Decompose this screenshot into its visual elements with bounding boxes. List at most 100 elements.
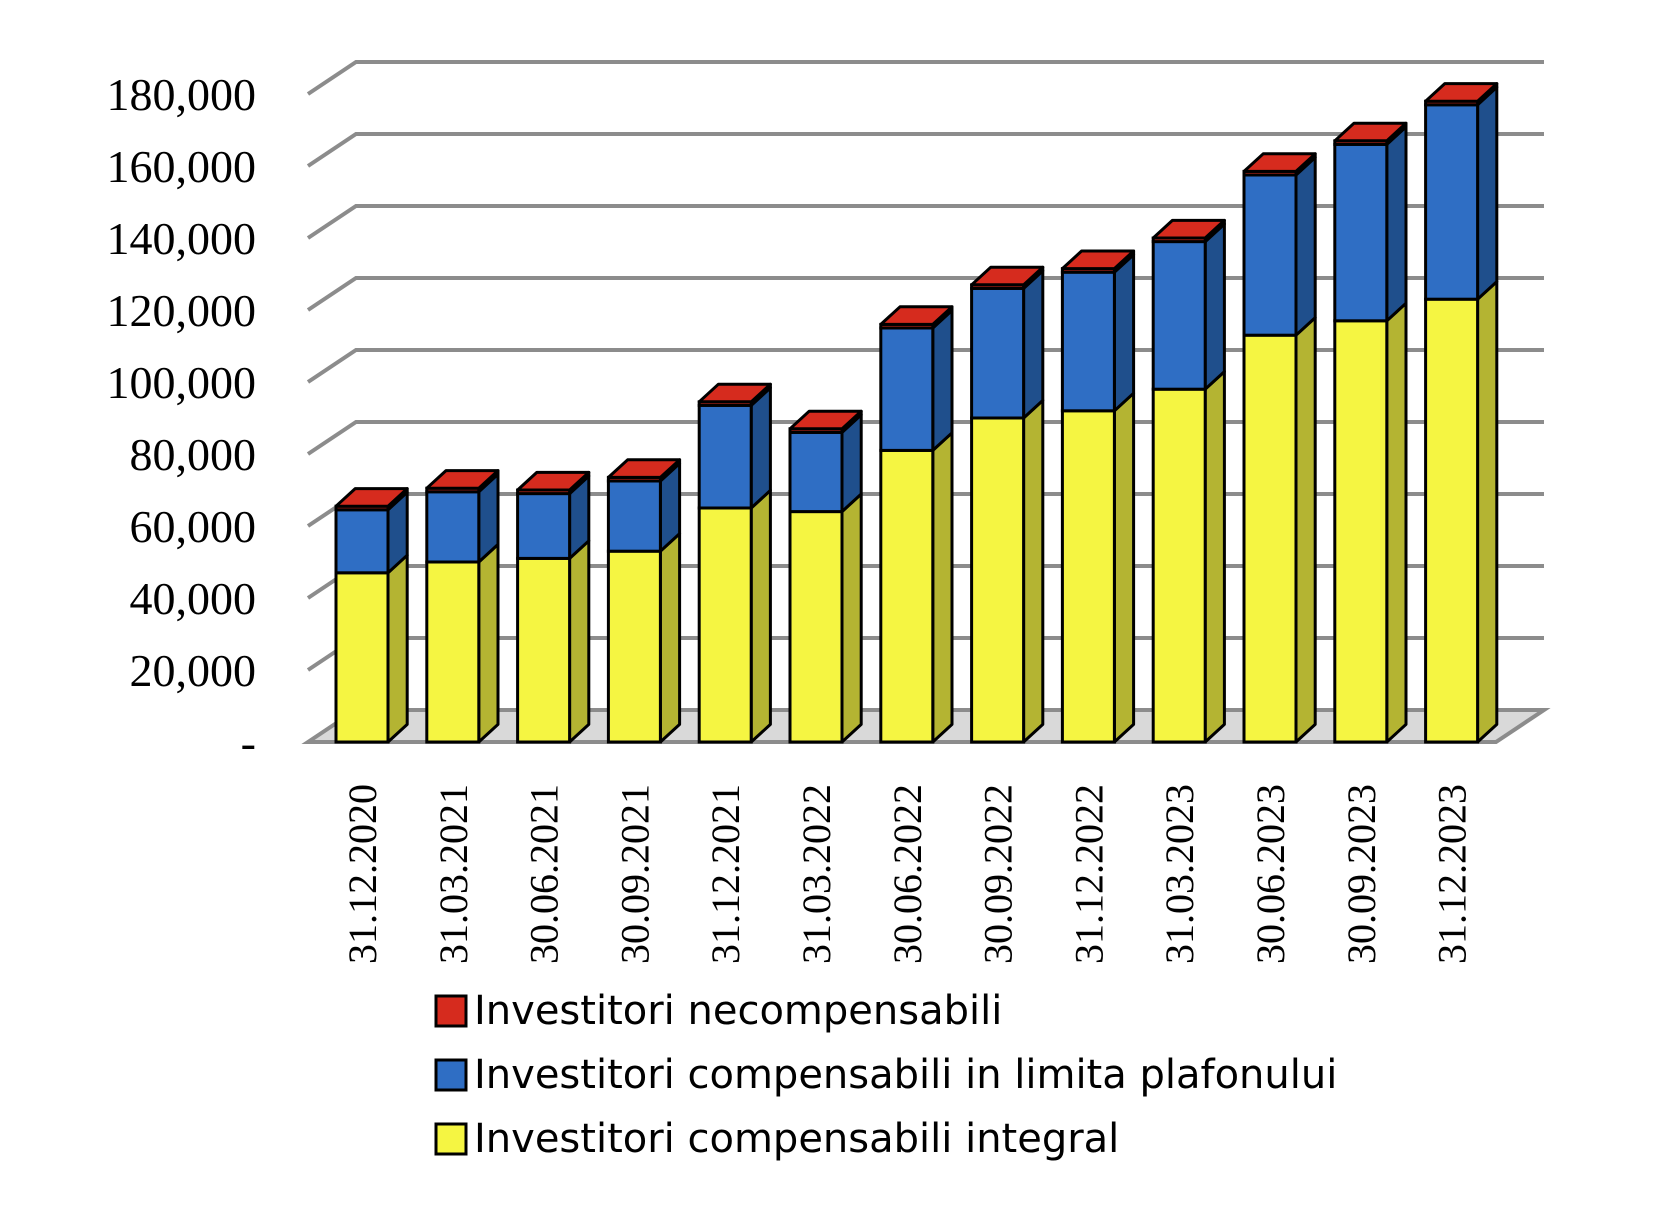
bar-segment bbox=[970, 416, 1026, 744]
legend-label: Investitori compensabili in limita plafo… bbox=[474, 1052, 1337, 1098]
bar-segment-side bbox=[1294, 316, 1317, 744]
bar-segment-side bbox=[1476, 85, 1499, 301]
bar-segment-side bbox=[1203, 370, 1226, 744]
bar-segment bbox=[1242, 173, 1298, 337]
x-axis: 31.12.2020 31.03.2021 30.06.2021 30.09.2021… bbox=[340, 784, 1475, 964]
y-tick-label: 100,000 bbox=[107, 357, 257, 408]
bar-segment-side bbox=[1112, 253, 1136, 413]
bar-segment-side bbox=[749, 488, 772, 744]
bar-segment-side bbox=[1022, 398, 1045, 744]
bar-segment bbox=[788, 510, 844, 744]
y-tick-label: 160,000 bbox=[107, 141, 257, 192]
bar-segment bbox=[334, 508, 390, 575]
bar-segment bbox=[425, 560, 481, 744]
bar-segment bbox=[334, 571, 390, 744]
bar-segment bbox=[879, 448, 935, 744]
bar-segment bbox=[1333, 319, 1389, 744]
bar-stack bbox=[606, 458, 682, 744]
bar-segment bbox=[606, 479, 662, 553]
x-tick-label: 30.06.2023 bbox=[1248, 784, 1293, 964]
gridlines bbox=[306, 60, 1544, 672]
x-tick-label: 31.03.2023 bbox=[1157, 784, 1202, 964]
bar-segment-side bbox=[658, 532, 682, 744]
bar-segment bbox=[516, 556, 572, 744]
y-tick-label: 60,000 bbox=[130, 501, 257, 552]
bar-segment-side bbox=[1112, 391, 1136, 744]
x-tick-label: 30.09.2021 bbox=[612, 784, 657, 964]
bar-segment-side bbox=[1022, 269, 1045, 420]
bar-segment bbox=[516, 492, 572, 560]
bar-stack bbox=[697, 382, 772, 744]
bar-stack bbox=[1151, 218, 1226, 744]
legend: Investitori necompensabili Investitori co… bbox=[434, 988, 1337, 1162]
bar-segment-side bbox=[931, 431, 954, 744]
y-tick-label: 20,000 bbox=[130, 645, 257, 696]
bar-segment-top bbox=[1060, 249, 1136, 271]
bar-segment bbox=[697, 506, 753, 744]
bar-segment-side bbox=[386, 553, 409, 744]
bar-segment bbox=[788, 430, 844, 514]
legend-item: Investitori compensabili in limita plafo… bbox=[434, 1052, 1337, 1098]
bar-segment bbox=[970, 286, 1026, 420]
bar-segment-top bbox=[1151, 218, 1226, 240]
bar-segment-side bbox=[840, 492, 863, 744]
legend-label: Investitori necompensabili bbox=[474, 988, 1002, 1034]
bar-segment-side bbox=[568, 539, 591, 744]
x-tick-label: 31.03.2021 bbox=[431, 784, 476, 964]
x-tick-label: 30.09.2022 bbox=[976, 784, 1021, 964]
bar-segment-side bbox=[1385, 301, 1408, 744]
bar-segment-top bbox=[1424, 82, 1499, 103]
bar-segment bbox=[1333, 142, 1389, 323]
bar-stack bbox=[334, 487, 409, 744]
bar-segment bbox=[1060, 270, 1116, 413]
bar-stack bbox=[1060, 249, 1136, 744]
bar-segment-top bbox=[1242, 152, 1317, 173]
legend-swatch bbox=[434, 1058, 468, 1092]
bar-stack bbox=[788, 409, 863, 744]
legend-label: Investitori compensabili integral bbox=[474, 1116, 1119, 1162]
bar-segment-top bbox=[788, 409, 863, 431]
y-tick-label: 80,000 bbox=[130, 429, 257, 480]
bar-segment bbox=[879, 326, 935, 452]
x-tick-label: 31.03.2022 bbox=[794, 784, 839, 964]
x-tick-label: 31.12.2021 bbox=[703, 784, 748, 964]
bar-segment-side bbox=[931, 308, 954, 452]
bar-segment-top bbox=[879, 305, 954, 326]
y-tick-label: 40,000 bbox=[130, 573, 257, 624]
legend-swatch bbox=[434, 1122, 468, 1156]
gridline bbox=[306, 132, 1544, 168]
y-axis: - 20,000 40,000 60,000 80,000 100,000 120,000 1… bbox=[107, 69, 257, 768]
bar-segment-top bbox=[516, 470, 591, 492]
gridline bbox=[306, 204, 1544, 240]
bar-segment-top bbox=[970, 265, 1045, 287]
bar-segment-side bbox=[1385, 125, 1408, 323]
bar-segment-top bbox=[606, 458, 682, 479]
y-tick-label: 180,000 bbox=[107, 69, 257, 120]
bar-segment-side bbox=[1203, 222, 1226, 391]
x-tick-label: 30.06.2022 bbox=[885, 784, 930, 964]
legend-item: Investitori necompensabili bbox=[434, 988, 1002, 1034]
bar-segment bbox=[1151, 387, 1207, 744]
x-tick-label: 31.12.2020 bbox=[340, 784, 385, 964]
bar-stack bbox=[1333, 121, 1408, 744]
bar-stack bbox=[1242, 152, 1317, 744]
bar-segment bbox=[425, 490, 481, 564]
bar-stack bbox=[1424, 82, 1499, 744]
bar-stack bbox=[879, 305, 954, 744]
bar-segment bbox=[1424, 103, 1480, 301]
bar-segment-top bbox=[1333, 121, 1408, 143]
bar-stack bbox=[970, 265, 1045, 744]
bar-segment-top bbox=[334, 487, 409, 508]
bar-stack bbox=[425, 469, 500, 744]
x-tick-label: 31.12.2022 bbox=[1066, 784, 1111, 964]
legend-item: Investitori compensabili integral bbox=[434, 1116, 1119, 1162]
bar-segment bbox=[1242, 333, 1298, 744]
y-tick-label: 140,000 bbox=[107, 213, 257, 264]
y-tick-label: 120,000 bbox=[107, 285, 257, 336]
bar-segment-side bbox=[1294, 155, 1317, 337]
bars bbox=[334, 82, 1499, 744]
gridline bbox=[306, 60, 1544, 96]
gridline bbox=[306, 276, 1544, 312]
bar-segment bbox=[1060, 409, 1116, 744]
